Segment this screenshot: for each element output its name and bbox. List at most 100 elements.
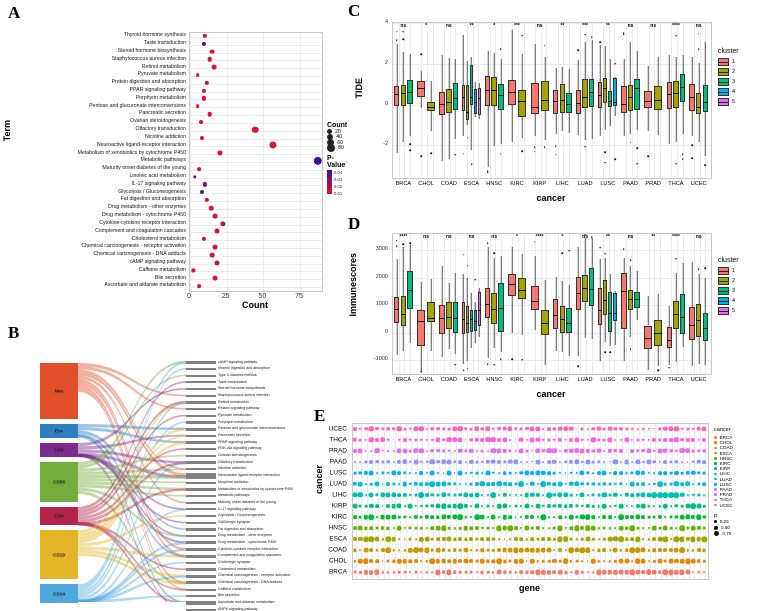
cluster-legend-item[interactable]: 4: [718, 88, 739, 96]
panel-e-point: [496, 548, 502, 553]
panel-d-outlier: [657, 369, 659, 372]
panel-e-row-label: LUSC: [329, 469, 347, 477]
panel-e-point: [469, 537, 474, 542]
panel-d-category-label: BRCA: [395, 377, 412, 383]
sankey-target-label: Cholesterol metabolism: [218, 566, 256, 571]
panel-e-point: [408, 482, 412, 486]
panel-e-point: [674, 559, 679, 564]
panel-e-point: [702, 504, 706, 508]
cancer-legend-item[interactable]: CHOL: [714, 440, 733, 445]
sankey-target-label: Chemical carcinogenesis - receptor activ…: [218, 573, 291, 578]
panel-e-point: [480, 437, 485, 442]
panel-d-y-title: Immunescores: [348, 253, 358, 317]
cluster-legend-item[interactable]: 2: [718, 277, 739, 285]
cancer-legend-item[interactable]: PRAD: [714, 492, 733, 497]
panel-e-point: [497, 493, 501, 496]
count-legend-dot: [327, 139, 335, 147]
panel-e-point: [430, 426, 435, 431]
panel-e-point: [525, 560, 528, 563]
panel-e-point: [592, 571, 595, 574]
panel-d-outlier: [462, 254, 465, 256]
panel-e-point: [414, 570, 418, 574]
cancer-legend-item[interactable]: COAD: [714, 445, 733, 450]
cluster-legend-item[interactable]: 5: [718, 98, 739, 106]
panel-e-point: [502, 525, 507, 531]
cancer-legend-item[interactable]: KIRP: [714, 466, 733, 471]
panel-e-point: [363, 558, 369, 565]
cancer-legend-item[interactable]: BRCA: [714, 435, 733, 440]
panel-e-point: [379, 436, 386, 443]
cancer-legend-item[interactable]: ESCA: [714, 451, 733, 456]
panel-e-point: [684, 481, 691, 487]
cluster-legend-item[interactable]: 4: [718, 297, 739, 305]
panel-e-point: [514, 449, 517, 452]
panel-d-category-label: CHOL: [418, 377, 434, 383]
panel-e-point: [398, 538, 401, 541]
panel-e-point: [358, 481, 363, 487]
panel-d-outlier: [486, 363, 489, 365]
panel-d-outlier: [493, 363, 495, 366]
cancer-legend-dot: [714, 498, 717, 502]
panel-d-y-tick: 0: [384, 328, 388, 335]
cancer-legend-item[interactable]: UCEC: [714, 502, 733, 508]
panel-e-point: [647, 549, 650, 552]
panel-e-point: [408, 427, 412, 430]
panel-d-box: [540, 215, 549, 379]
panel-e-point: [592, 549, 595, 552]
panel-e-point: [485, 470, 491, 476]
cancer-legend-item[interactable]: LUSC: [714, 482, 733, 487]
panel-d-box: [608, 215, 613, 379]
cancer-legend-label: KIRP: [719, 466, 731, 472]
panel-e-point: [679, 447, 685, 454]
cluster-legend-item[interactable]: 5: [718, 307, 739, 315]
count-legend-row: 20: [327, 129, 348, 135]
sankey-target-label: Drug metabolism - other enzymes: [218, 533, 272, 538]
cluster-legend-item[interactable]: 3: [718, 78, 739, 86]
panel-e-point: [619, 460, 623, 463]
sankey-target-node: [186, 461, 216, 465]
panel-e-point: [359, 571, 362, 574]
panel-e-point: [358, 471, 362, 475]
panel-e-point: [463, 525, 468, 531]
cancer-legend-item[interactable]: THCA: [714, 497, 733, 502]
cluster-legend-item[interactable]: 3: [718, 287, 739, 295]
panel-e-point: [603, 449, 606, 452]
cancer-legend-item[interactable]: KIRC: [714, 461, 733, 466]
cancer-legend-item[interactable]: PAAD: [714, 487, 733, 492]
panel-e-point: [419, 470, 424, 475]
panel-e-point: [557, 570, 563, 575]
pvalue-legend-tick: 0.04: [334, 170, 343, 175]
panel-e-point: [425, 527, 428, 530]
panel-a-point: [198, 119, 203, 124]
panel-e-point: [540, 547, 546, 553]
panel-e-point: [592, 538, 595, 541]
panel-e-point: [634, 536, 641, 542]
panel-e-point: [618, 536, 624, 543]
panel-a-term-label: Pyruvate metabolism: [137, 71, 186, 78]
panel-c-category-label: LIHC: [555, 181, 569, 187]
cluster-legend-item[interactable]: 1: [718, 267, 739, 275]
panel-d-box: [689, 215, 695, 379]
sankey-link: [78, 488, 186, 526]
panel-c-outlier: [691, 144, 693, 147]
cancer-legend-item[interactable]: LUAD: [714, 477, 733, 482]
cancer-legend-item[interactable]: LIHC: [714, 471, 733, 476]
panel-c-box: [540, 0, 549, 183]
panel-e-point: [573, 481, 580, 487]
panel-e-point: [542, 438, 545, 441]
cancer-legend-item[interactable]: HNSC: [714, 456, 733, 461]
panel-e-point: [491, 559, 496, 564]
panel-d-outlier: [604, 351, 607, 353]
panel-e-point: [519, 570, 523, 575]
panel-e-point: [529, 426, 535, 432]
panel-e-cancer-legend: cancer BRCA CHOL COAD ESCA HNSC KIRC KIRP LIHC L…: [714, 427, 733, 537]
panel-e-point: [702, 471, 706, 475]
panel-e-point: [647, 483, 650, 485]
panel-e-point: [623, 436, 630, 443]
p-legend-label: 0.75: [722, 531, 732, 537]
cluster-legend-item[interactable]: 1: [718, 58, 739, 66]
cluster-legend-item[interactable]: 2: [718, 68, 739, 76]
panel-e-point: [613, 470, 618, 475]
panel-e-point: [603, 460, 606, 463]
count-legend-label: 20: [335, 128, 341, 135]
